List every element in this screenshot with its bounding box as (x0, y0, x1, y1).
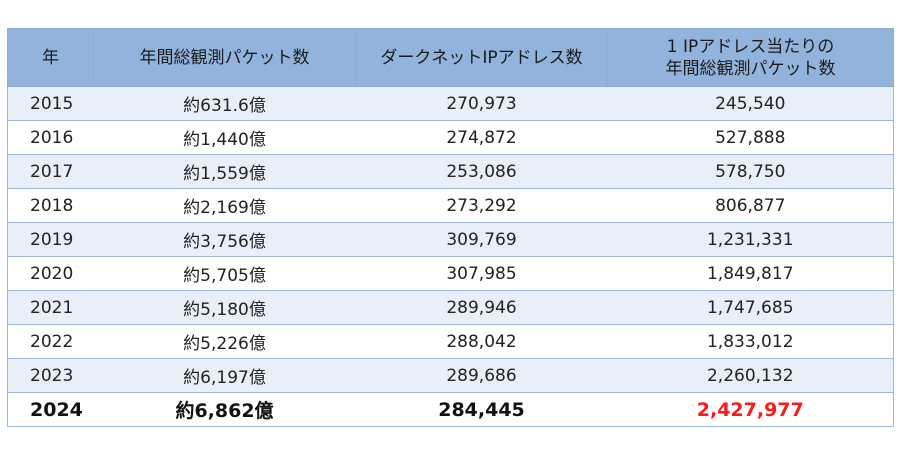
cell-year: 2018 (7, 188, 94, 223)
table-row: 2017 約1,559億 253,086 578,750 (7, 154, 894, 189)
table-row-latest: 2024 約6,862億 284,445 2,427,977 (7, 392, 894, 427)
cell-per-ip-packets: 1,833,012 (607, 324, 894, 359)
cell-total-packets: 約5,705億 (93, 256, 356, 291)
header-ip-count: ダークネットIPアドレス数 (355, 28, 608, 87)
cell-per-ip-packets: 806,877 (607, 188, 894, 223)
cell-total-packets: 約5,226億 (93, 324, 356, 359)
header-per-ip-line1: 1 IPアドレス当たりの (666, 36, 835, 57)
table-row: 2023 約6,197億 289,686 2,260,132 (7, 358, 894, 393)
cell-total-packets: 約1,440億 (93, 120, 356, 155)
cell-per-ip-packets: 578,750 (607, 154, 894, 189)
table-row: 2019 約3,756億 309,769 1,231,331 (7, 222, 894, 257)
cell-per-ip-packets: 1,747,685 (607, 290, 894, 325)
cell-total-packets: 約3,756億 (93, 222, 356, 257)
cell-year: 2015 (7, 86, 94, 121)
table-row: 2022 約5,226億 288,042 1,833,012 (7, 324, 894, 359)
cell-year: 2023 (7, 358, 94, 393)
cell-per-ip-packets: 1,231,331 (607, 222, 894, 257)
table-body: 2015 約631.6億 270,973 245,540 2016 約1,440億 274,… (7, 86, 894, 427)
cell-ip-count: 307,985 (355, 256, 608, 291)
cell-per-ip-packets: 1,849,817 (607, 256, 894, 291)
cell-ip-count: 289,946 (355, 290, 608, 325)
cell-year: 2021 (7, 290, 94, 325)
cell-total-packets: 約5,180億 (93, 290, 356, 325)
cell-per-ip-packets: 527,888 (607, 120, 894, 155)
cell-ip-count: 288,042 (355, 324, 608, 359)
table-row: 2016 約1,440億 274,872 527,888 (7, 120, 894, 155)
cell-year: 2022 (7, 324, 94, 359)
cell-per-ip-packets: 2,260,132 (607, 358, 894, 393)
cell-per-ip-packets: 245,540 (607, 86, 894, 121)
table-row: 2015 約631.6億 270,973 245,540 (7, 86, 894, 121)
cell-total-packets: 約631.6億 (93, 86, 356, 121)
cell-ip-count: 284,445 (355, 392, 608, 427)
header-per-ip-packets: 1 IPアドレス当たりの 年間総観測パケット数 (607, 28, 894, 87)
header-year: 年 (7, 28, 94, 87)
table-header-row: 年 年間総観測パケット数 ダークネットIPアドレス数 1 IPアドレス当たりの年… (7, 28, 894, 87)
cell-per-ip-packets: 2,427,977 (607, 392, 894, 427)
cell-year: 2017 (7, 154, 94, 189)
cell-ip-count: 309,769 (355, 222, 608, 257)
packet-stats-table: 年 年間総観測パケット数 ダークネットIPアドレス数 1 IPアドレス当たりの年… (7, 28, 894, 427)
cell-ip-count: 273,292 (355, 188, 608, 223)
cell-ip-count: 274,872 (355, 120, 608, 155)
cell-total-packets: 約6,862億 (93, 392, 356, 427)
cell-year: 2016 (7, 120, 94, 155)
cell-total-packets: 約2,169億 (93, 188, 356, 223)
cell-ip-count: 270,973 (355, 86, 608, 121)
header-total-packets: 年間総観測パケット数 (93, 28, 356, 87)
table-row: 2021 約5,180億 289,946 1,747,685 (7, 290, 894, 325)
cell-ip-count: 253,086 (355, 154, 608, 189)
table-row: 2018 約2,169億 273,292 806,877 (7, 188, 894, 223)
header-per-ip-line2: 年間総観測パケット数 (665, 58, 836, 79)
cell-year: 2019 (7, 222, 94, 257)
packet-stats-table-container: 年 年間総観測パケット数 ダークネットIPアドレス数 1 IPアドレス当たりの年… (7, 28, 894, 427)
cell-total-packets: 約1,559億 (93, 154, 356, 189)
cell-ip-count: 289,686 (355, 358, 608, 393)
cell-total-packets: 約6,197億 (93, 358, 356, 393)
cell-year: 2024 (7, 392, 94, 427)
table-row: 2020 約5,705億 307,985 1,849,817 (7, 256, 894, 291)
cell-year: 2020 (7, 256, 94, 291)
